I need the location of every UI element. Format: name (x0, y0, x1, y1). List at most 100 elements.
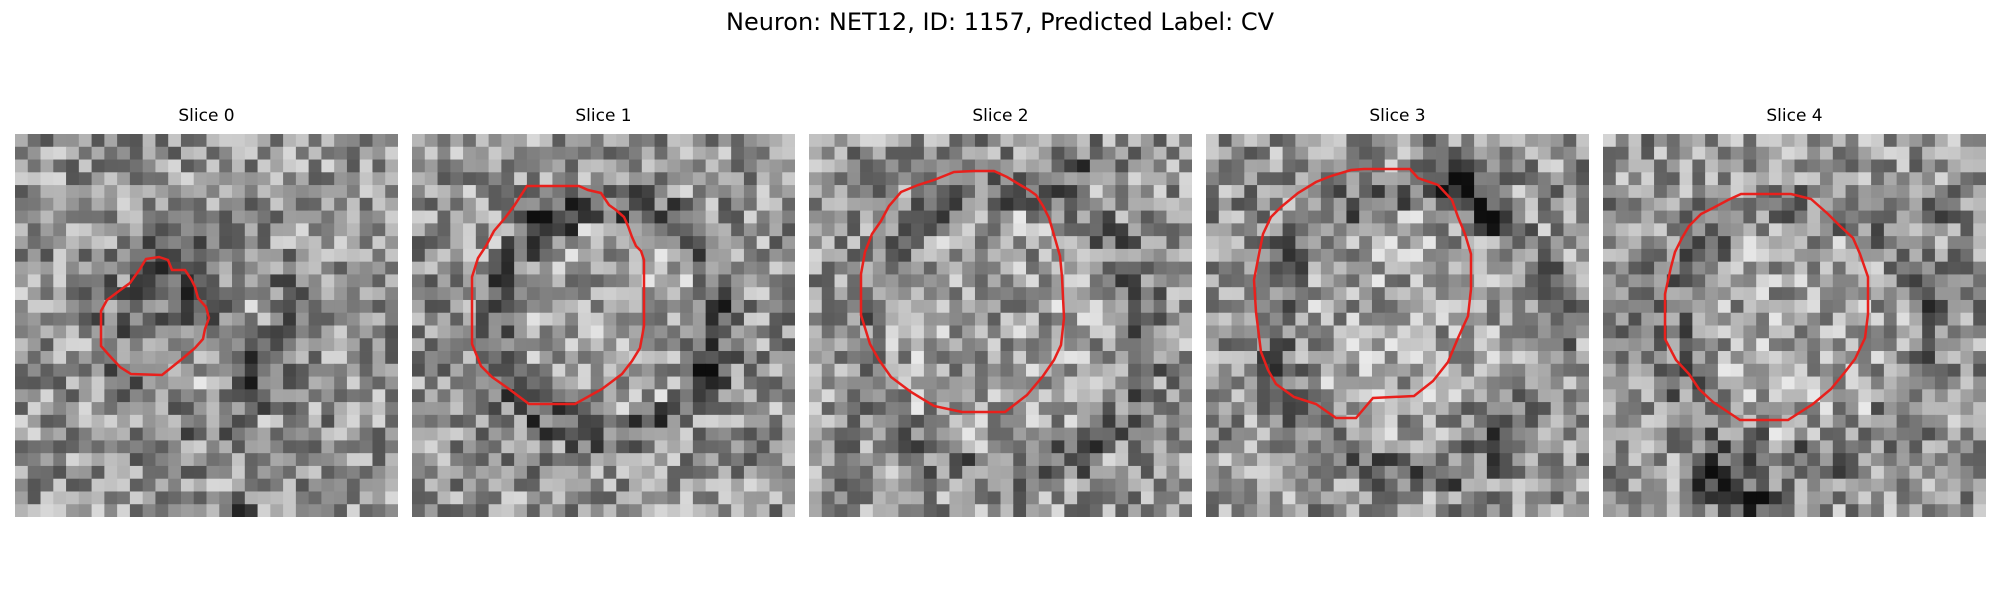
pixel (155, 299, 169, 314)
pixel (1871, 248, 1885, 263)
pixel (412, 197, 426, 211)
pixel (565, 414, 579, 429)
pixel (1333, 159, 1347, 173)
pixel (565, 261, 579, 275)
pixel (1486, 159, 1501, 173)
pixel (168, 338, 182, 352)
pixel (104, 172, 118, 186)
pixel (1140, 236, 1155, 250)
pixel (974, 197, 989, 211)
pixel (936, 223, 950, 237)
pixel (1603, 159, 1617, 173)
pixel (1000, 376, 1014, 390)
pixel (885, 210, 899, 224)
pixel (1179, 402, 1192, 416)
pixel (308, 210, 322, 224)
pixel (1128, 223, 1142, 237)
roi-contour (470, 184, 646, 406)
pixel (1064, 236, 1078, 250)
pixel (412, 325, 426, 339)
pixel (1845, 312, 1859, 326)
pixel (1563, 274, 1577, 288)
pixel (1705, 376, 1719, 390)
pixel (385, 197, 398, 211)
pixel (1717, 491, 1732, 505)
pixel (321, 274, 335, 288)
pixel (667, 287, 681, 301)
pixel (91, 172, 105, 186)
pixel (372, 134, 386, 148)
pixel (1960, 389, 1974, 403)
pixel (885, 274, 899, 288)
pixel (1435, 134, 1449, 148)
pixel (834, 159, 848, 173)
pixel (1692, 465, 1706, 480)
pixel (1115, 248, 1129, 263)
pixel (1486, 376, 1501, 390)
pixel (66, 363, 80, 377)
pixel (603, 478, 617, 492)
pixel (463, 159, 477, 173)
pixel (756, 159, 770, 173)
pixel (1051, 402, 1065, 416)
pixel (257, 453, 271, 467)
pixel (1244, 453, 1258, 467)
pixel (1781, 351, 1795, 365)
pixel (1384, 453, 1398, 467)
pixel (1512, 440, 1526, 454)
pixel (501, 146, 515, 160)
pixel (155, 185, 169, 199)
pixel (219, 325, 233, 339)
pixel (1282, 312, 1296, 326)
pixel (1768, 134, 1783, 148)
pixel (911, 185, 925, 199)
pixel (66, 274, 80, 288)
pixel (1359, 287, 1373, 301)
pixel (1499, 453, 1513, 467)
pixel (1384, 274, 1398, 288)
pixel (1410, 351, 1424, 365)
pixel (1038, 338, 1052, 352)
pixel (629, 389, 643, 403)
pixel (1615, 236, 1629, 250)
pixel (1077, 363, 1091, 377)
pixel (1512, 351, 1526, 365)
pixel (1461, 376, 1475, 390)
pixel (1128, 453, 1142, 467)
pixel (219, 274, 233, 288)
pixel (437, 427, 451, 441)
pixel (1845, 287, 1859, 301)
pixel (488, 172, 502, 186)
pixel (1563, 172, 1577, 186)
pixel (680, 274, 694, 288)
pixel (168, 427, 182, 441)
pixel (1871, 351, 1885, 365)
pixel (66, 376, 80, 390)
pixel (1705, 185, 1719, 199)
pixel (1960, 172, 1974, 186)
pixel (629, 261, 643, 275)
pixel (1179, 465, 1192, 480)
pixel (1153, 236, 1167, 250)
pixel (1153, 402, 1167, 416)
pixel (346, 261, 361, 275)
pixel (1206, 465, 1220, 480)
pixel (168, 287, 182, 301)
pixel (117, 236, 131, 250)
pixel (641, 338, 655, 352)
pixel (809, 325, 823, 339)
pixel (718, 146, 732, 160)
pixel (1013, 351, 1027, 365)
pixel (1102, 389, 1116, 403)
pixel (501, 299, 515, 314)
pixel (1973, 453, 1986, 467)
pixel (949, 287, 963, 301)
pixel (283, 325, 297, 339)
pixel (142, 453, 156, 467)
pixel (463, 376, 477, 390)
pixel (885, 134, 899, 148)
pixel (1550, 172, 1564, 186)
pixel (1960, 504, 1974, 517)
pixel (1615, 491, 1629, 505)
pixel (308, 351, 322, 365)
